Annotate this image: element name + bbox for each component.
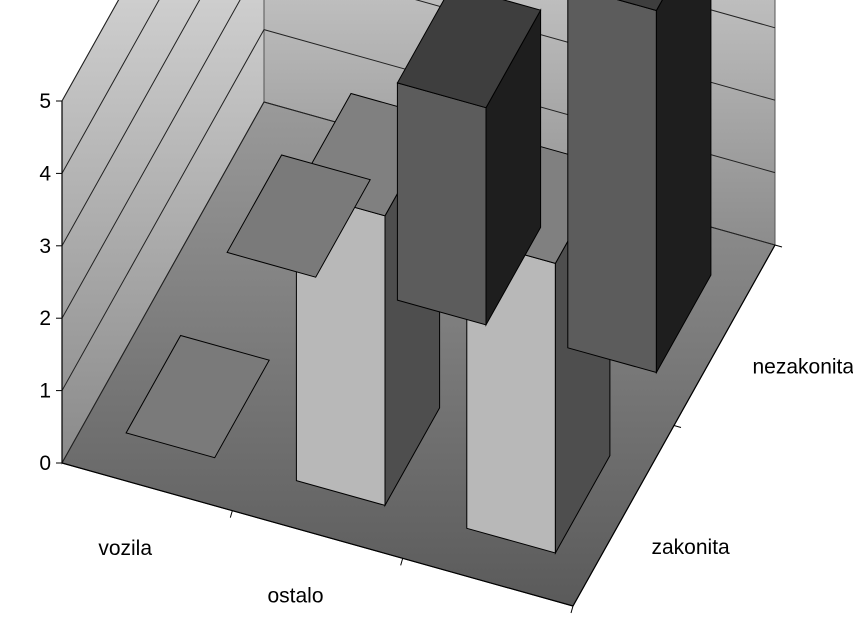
bar-nezakonita-vozila: [226, 154, 371, 278]
gridline-3: [61, 0, 776, 247]
y-tick-label: 5: [39, 90, 51, 113]
x-axis-line: [61, 462, 574, 607]
y-tick-label: 0: [39, 452, 51, 475]
depth-tick: [673, 425, 682, 428]
bars: [125, 0, 712, 555]
series-label: nezakonita: [753, 355, 853, 378]
bar-top: [396, 0, 542, 109]
series-label: zakonita: [652, 536, 731, 559]
category-label: ostalo: [267, 585, 323, 608]
bar-base: [125, 334, 270, 459]
bar-zakonita-vozila: [125, 334, 270, 459]
bar-nezakonita-ostalo: [396, 0, 542, 327]
labels: 012345vozilaostaloukupnonezakonitazakoni…: [39, 90, 853, 608]
bar-base: [226, 154, 371, 278]
bar-front: [567, 0, 657, 374]
depth-tick: [774, 244, 783, 248]
bar-front: [396, 82, 487, 326]
y-tick-label: 3: [39, 235, 51, 258]
x-tick: [400, 558, 404, 566]
bar-side: [655, 0, 712, 375]
x-tick: [229, 510, 233, 518]
y-tick-label: 1: [39, 380, 51, 403]
y-tick-label: 4: [39, 162, 51, 185]
category-label: vozila: [98, 537, 152, 560]
axes: [56, 100, 783, 614]
gridline-4: [61, 0, 160, 174]
bar-top: [616, 0, 663, 12]
bar-nezakonita-ukupno: [567, 0, 712, 375]
x-tick: [570, 605, 574, 614]
y-tick-label: 2: [39, 307, 51, 330]
